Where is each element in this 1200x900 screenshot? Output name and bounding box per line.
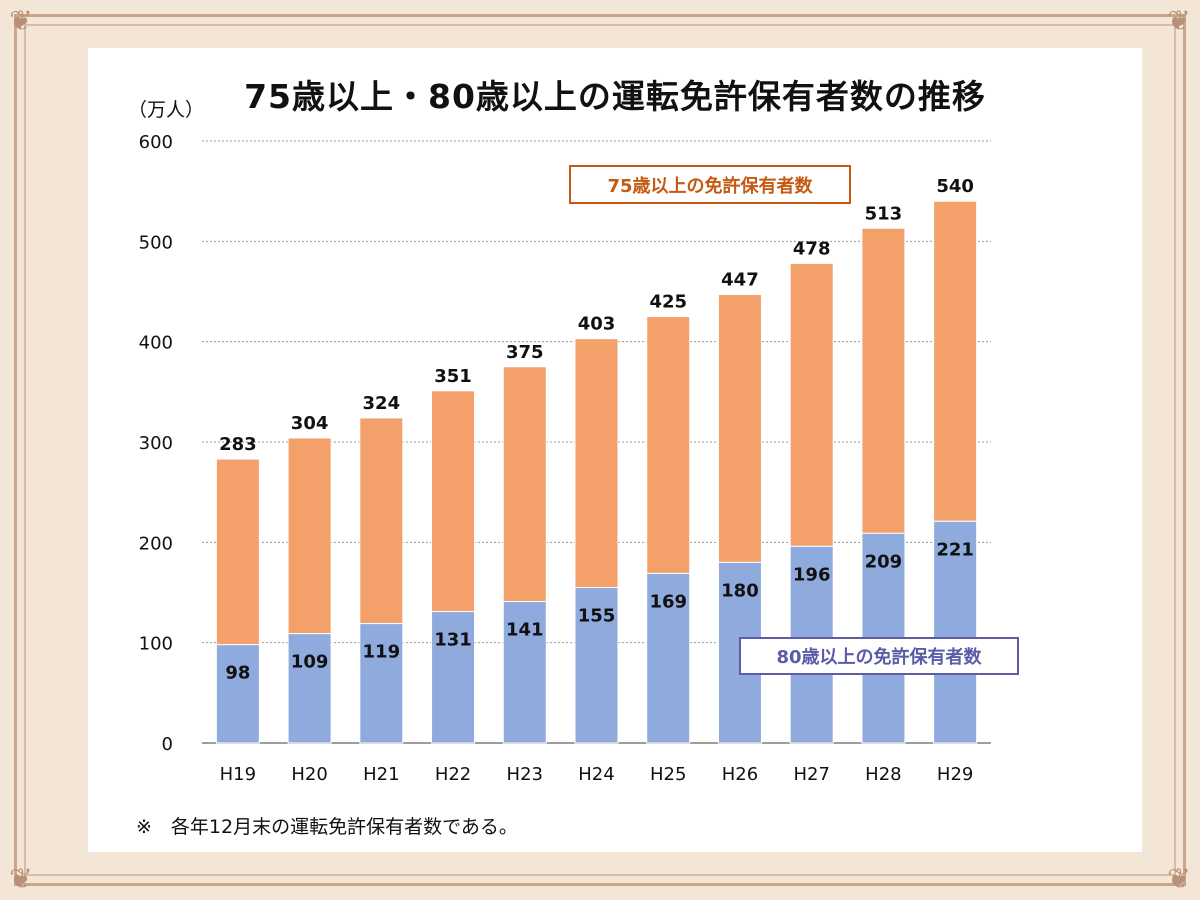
y-tick-label: 100 (139, 634, 173, 655)
y-tick-label: 0 (162, 734, 173, 755)
outer-frame (14, 14, 1186, 886)
legend-label-75-plus: 75歳以上の免許保有者数 (607, 175, 813, 197)
bar-80-plus (287, 633, 332, 744)
data-label-80-plus: 98 (225, 663, 250, 684)
data-label-75-plus: 447 (721, 270, 759, 291)
legend-label-80-plus: 80歳以上の免許保有者数 (776, 646, 982, 668)
bar-75-plus (574, 338, 619, 588)
data-label-75-plus: 403 (578, 314, 616, 335)
data-label-75-plus: 324 (363, 393, 401, 414)
data-label-75-plus: 513 (865, 203, 903, 224)
bar-75-plus (933, 200, 978, 522)
x-tick-label: H26 (722, 764, 758, 785)
corner-ornament-icon: ❦ (1167, 4, 1191, 37)
data-label-80-plus: 221 (936, 539, 974, 560)
bar-75-plus (359, 417, 404, 625)
corner-ornament-icon: ❦ (1167, 862, 1191, 895)
bar-75-plus (646, 316, 691, 574)
x-tick-label: H20 (291, 764, 327, 785)
chart-panel: 75歳以上・80歳以上の運転免許保有者数の推移 （万人） 0 100 200 300 40… (88, 48, 1142, 852)
x-tick-label: H24 (578, 764, 614, 785)
x-tick-label: H21 (363, 764, 399, 785)
x-tick-label: H25 (650, 764, 686, 785)
y-tick-label: 400 (139, 333, 173, 354)
data-label-80-plus: 131 (434, 630, 472, 651)
chart-title: 75歳以上・80歳以上の運転免許保有者数の推移 (244, 77, 986, 116)
x-tick-label: H23 (507, 764, 543, 785)
bar-75-plus (861, 227, 906, 534)
data-label-80-plus: 155 (578, 605, 616, 626)
bar-75-plus (215, 458, 260, 646)
corner-ornament-icon: ❦ (9, 862, 33, 895)
y-tick-label: 200 (139, 533, 173, 554)
bar-80-plus (574, 586, 619, 744)
y-tick-label: 600 (139, 132, 173, 153)
data-label-80-plus: 169 (649, 591, 687, 612)
stacked-bar-chart: （万人） 0 100 200 300 400 500 600 283 98 H19 304 109 H20… (128, 99, 1019, 785)
bar-75-plus (287, 437, 332, 635)
bar-80-plus (933, 520, 978, 744)
bar-75-plus (431, 390, 476, 613)
data-label-75-plus: 304 (291, 413, 329, 434)
x-tick-label: H22 (435, 764, 471, 785)
data-label-75-plus: 540 (936, 176, 974, 197)
corner-ornament-icon: ❦ (9, 4, 33, 37)
data-label-75-plus: 283 (219, 434, 257, 455)
bar-75-plus (502, 366, 547, 603)
data-label-80-plus: 209 (865, 551, 903, 572)
legend-box-75-plus (569, 165, 851, 204)
inner-frame (24, 24, 1176, 876)
y-tick-label: 300 (139, 433, 173, 454)
x-tick-label: H19 (220, 764, 256, 785)
data-label-80-plus: 141 (506, 620, 544, 641)
x-tick-label: H29 (937, 764, 973, 785)
footnote: ※ 各年12月末の運転免許保有者数である。 (136, 816, 518, 838)
data-label-80-plus: 109 (291, 652, 329, 673)
bar-80-plus (431, 611, 476, 744)
data-label-75-plus: 478 (793, 238, 831, 259)
data-label-75-plus: 375 (506, 342, 544, 363)
y-axis-label: （万人） (128, 99, 204, 121)
x-tick-label: H28 (865, 764, 901, 785)
data-label-80-plus: 196 (793, 564, 831, 585)
x-tick-label: H27 (793, 764, 829, 785)
bar-80-plus (502, 601, 547, 744)
data-label-80-plus: 119 (363, 642, 401, 663)
bar-75-plus (789, 262, 834, 547)
data-label-80-plus: 180 (721, 580, 759, 601)
data-label-75-plus: 351 (434, 366, 472, 387)
bar-80-plus (359, 623, 404, 744)
y-tick-label: 500 (139, 232, 173, 253)
data-label-75-plus: 425 (649, 292, 687, 313)
legend-box-80-plus (739, 637, 1019, 675)
bar-75-plus (717, 294, 762, 563)
bar-80-plus (646, 572, 691, 744)
bar-80-plus (215, 644, 260, 744)
